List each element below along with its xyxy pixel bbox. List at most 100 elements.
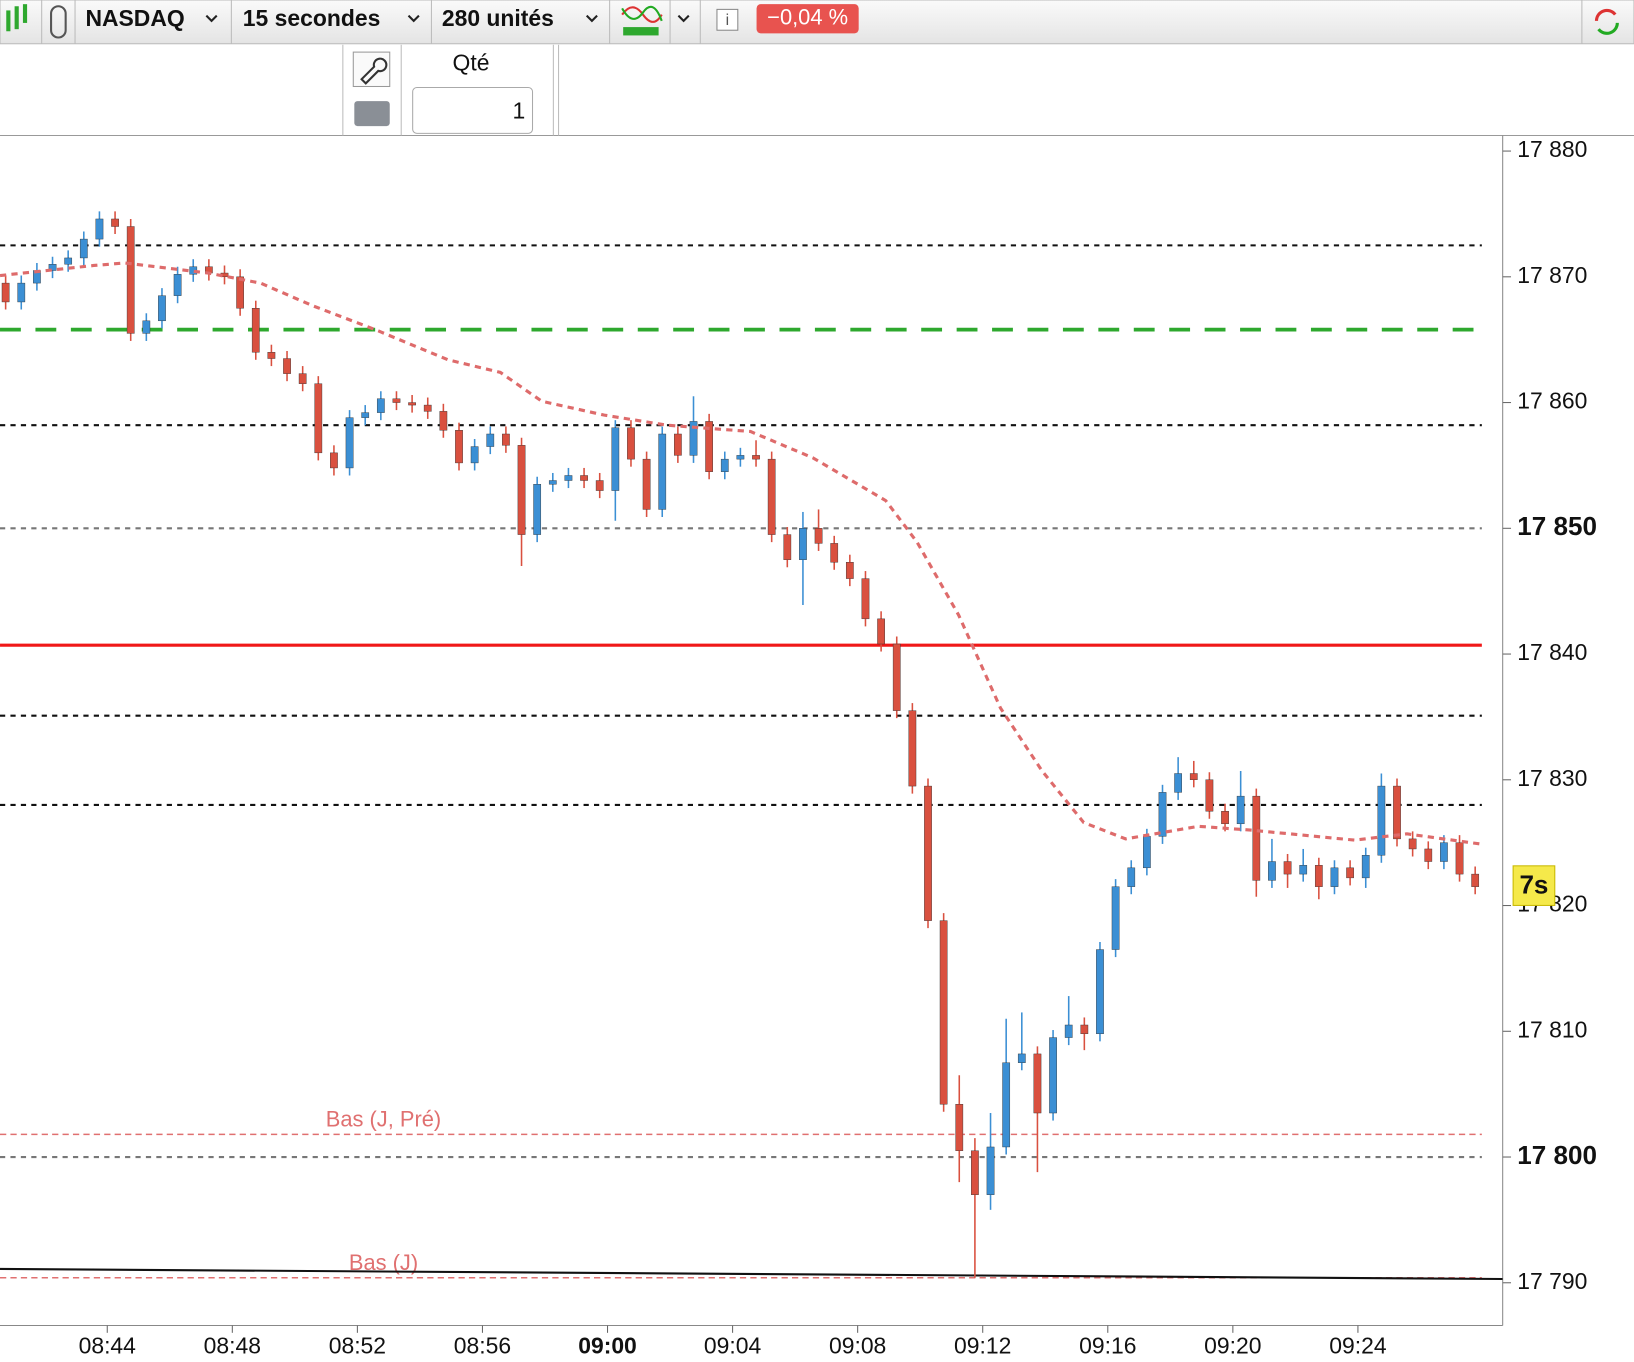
candle-body bbox=[126, 226, 135, 334]
candle-body bbox=[1299, 865, 1308, 875]
candle-body bbox=[861, 578, 870, 620]
candle-body bbox=[1205, 779, 1214, 812]
candle-body bbox=[580, 475, 588, 481]
candle-body bbox=[1471, 873, 1480, 887]
keyboard-button[interactable] bbox=[354, 101, 390, 127]
candle-body bbox=[1393, 785, 1401, 840]
candle-body bbox=[376, 398, 385, 413]
candle-body bbox=[314, 383, 323, 454]
candle-body bbox=[924, 785, 932, 921]
y-tick-label: 17 870 bbox=[1517, 262, 1587, 288]
candle-body bbox=[517, 445, 526, 535]
y-tick-label: 17 860 bbox=[1517, 388, 1587, 414]
candle-body bbox=[1189, 773, 1198, 780]
candle-body bbox=[111, 218, 119, 227]
candle-body bbox=[752, 455, 760, 460]
candle-body bbox=[1283, 861, 1292, 875]
candle-body bbox=[1111, 886, 1120, 950]
candle-body bbox=[1346, 867, 1354, 879]
candle-body bbox=[642, 458, 651, 510]
y-tick-label: 17 830 bbox=[1517, 765, 1587, 791]
x-tick-label: 09:12 bbox=[954, 1332, 1011, 1358]
moving-average bbox=[0, 261, 1481, 846]
candle-body bbox=[1143, 836, 1151, 869]
interval-selector[interactable]: 15 secondes bbox=[243, 5, 381, 31]
candle-body bbox=[720, 458, 729, 472]
candle-body bbox=[674, 433, 682, 456]
svg-text:i: i bbox=[726, 12, 729, 29]
candle-body bbox=[95, 218, 104, 240]
candle-body bbox=[1174, 773, 1182, 793]
candle-body bbox=[345, 417, 354, 469]
candle-body bbox=[1080, 1024, 1089, 1035]
candle-body bbox=[392, 398, 401, 403]
candle-body bbox=[658, 433, 667, 510]
indicator-menu[interactable] bbox=[677, 14, 690, 23]
candle-body bbox=[251, 308, 260, 353]
candle-body bbox=[1033, 1053, 1042, 1114]
x-tick-label: 09:24 bbox=[1329, 1332, 1387, 1358]
x-tick-label: 09:16 bbox=[1079, 1332, 1136, 1358]
candle-body bbox=[845, 562, 854, 579]
candle-body bbox=[330, 452, 338, 469]
candle-body bbox=[1221, 811, 1229, 825]
candle-body bbox=[1252, 795, 1261, 881]
candle-body bbox=[1017, 1053, 1026, 1063]
candle-body bbox=[1455, 842, 1464, 875]
countdown-badge bbox=[1512, 865, 1556, 906]
candle-body bbox=[17, 282, 26, 303]
candle-body bbox=[892, 643, 901, 711]
candle-body bbox=[439, 411, 448, 431]
x-tick-label: 08:48 bbox=[204, 1332, 261, 1358]
indicator-icon[interactable] bbox=[621, 5, 663, 36]
candle-body bbox=[1424, 848, 1433, 862]
candle-body bbox=[611, 427, 620, 491]
link-icon[interactable] bbox=[50, 5, 67, 39]
symbol-selector[interactable]: NASDAQ bbox=[85, 5, 184, 31]
info-icon[interactable]: i bbox=[716, 8, 739, 31]
candle-body bbox=[736, 455, 745, 460]
candle-body bbox=[1127, 867, 1136, 887]
candle-body bbox=[267, 352, 276, 359]
y-tick-label: 17 840 bbox=[1517, 639, 1587, 665]
candle-body bbox=[298, 373, 307, 384]
candle-body bbox=[1, 282, 10, 303]
order-bar bbox=[0, 44, 1634, 136]
candle-icon[interactable] bbox=[6, 4, 28, 32]
y-tick-label: 17 850 bbox=[1517, 511, 1597, 541]
candle-body bbox=[408, 402, 416, 406]
candle-body bbox=[877, 618, 885, 645]
units-selector[interactable]: 280 unités bbox=[442, 5, 554, 31]
y-tick-label: 17 790 bbox=[1517, 1268, 1587, 1294]
qty-input[interactable] bbox=[412, 87, 534, 134]
candle-body bbox=[142, 320, 151, 334]
x-tick-label: 08:56 bbox=[454, 1332, 511, 1358]
qty-value[interactable]: 1 bbox=[512, 98, 525, 124]
candle-body bbox=[1377, 785, 1386, 856]
candle-body bbox=[548, 480, 557, 485]
candle-body bbox=[767, 458, 776, 535]
y-tick-label: 17 810 bbox=[1517, 1016, 1587, 1042]
candle-body bbox=[470, 446, 479, 464]
candle-body bbox=[1440, 842, 1448, 862]
candle-body bbox=[1158, 792, 1167, 837]
candle-body bbox=[1314, 865, 1323, 887]
candle-body bbox=[783, 534, 792, 560]
change-value: −0,04 % bbox=[767, 5, 848, 30]
refresh-icon[interactable] bbox=[1594, 8, 1619, 35]
qty-label: Qté bbox=[453, 50, 490, 76]
candle-body bbox=[455, 430, 463, 464]
level-label: Bas (J, Pré) bbox=[326, 1107, 441, 1132]
candle-body bbox=[1361, 855, 1370, 879]
candle-body bbox=[986, 1146, 995, 1195]
candle-body bbox=[486, 433, 495, 447]
x-tick-label: 09:04 bbox=[704, 1332, 762, 1358]
candle-body bbox=[236, 276, 244, 309]
candle-body bbox=[627, 427, 635, 460]
candle-body bbox=[283, 358, 291, 374]
candle-body bbox=[1408, 838, 1417, 850]
candle-body bbox=[48, 264, 57, 271]
candle-body bbox=[595, 480, 604, 491]
candle-body bbox=[971, 1150, 979, 1195]
